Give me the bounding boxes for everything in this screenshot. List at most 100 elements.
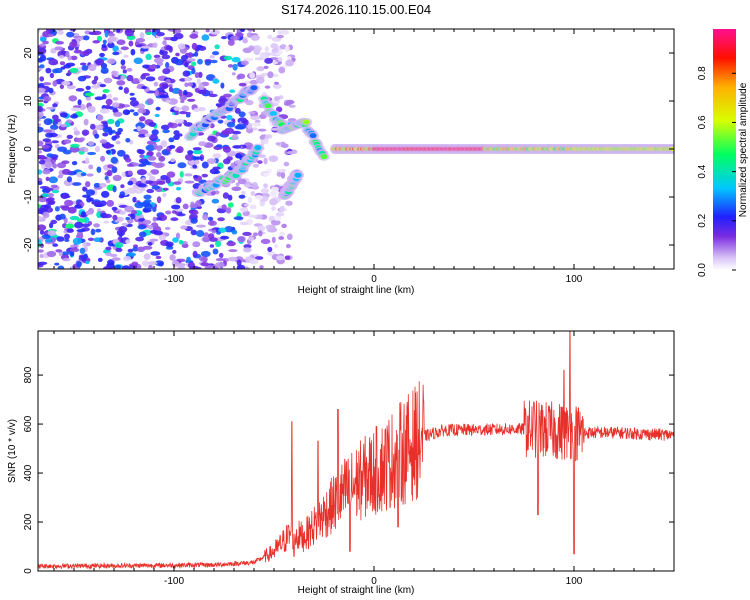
noise-blob xyxy=(200,262,209,267)
noise-blob xyxy=(153,143,158,151)
noise-blob xyxy=(170,36,178,42)
noise-blob xyxy=(125,157,132,163)
noise-blob xyxy=(219,95,227,103)
noise-blob xyxy=(260,139,265,146)
noise-blob xyxy=(100,67,109,74)
noise-blob xyxy=(187,150,194,155)
noise-blob xyxy=(155,31,165,37)
noise-blob xyxy=(62,168,71,175)
noise-blob xyxy=(249,258,259,265)
noise-blob xyxy=(146,98,154,105)
noise-blob xyxy=(204,60,212,66)
noise-blob xyxy=(257,160,263,164)
noise-blob xyxy=(270,219,281,226)
noise-blob xyxy=(99,108,110,114)
noise-blob xyxy=(187,98,196,102)
noise-blob xyxy=(124,29,134,37)
noise-blob xyxy=(38,123,42,127)
noise-blob xyxy=(125,138,131,143)
noise-blob xyxy=(220,235,230,240)
noise-blob xyxy=(243,247,252,253)
noise-blob xyxy=(136,125,142,132)
noise-blob xyxy=(93,124,103,131)
x-tick-label: -100 xyxy=(164,576,184,587)
noise-blob xyxy=(230,162,236,168)
noise-blob xyxy=(228,249,238,253)
noise-blob xyxy=(247,122,253,129)
y-tick-label: 0 xyxy=(23,146,34,152)
noise-blob xyxy=(280,141,286,146)
noise-blob xyxy=(38,169,43,175)
noise-blob xyxy=(170,158,176,163)
noise-blob xyxy=(77,75,87,82)
noise-blob xyxy=(177,162,187,169)
noise-blob xyxy=(206,158,217,165)
noise-blob xyxy=(121,222,128,226)
noise-blob xyxy=(187,82,193,87)
noise-blob xyxy=(201,34,210,41)
noise-blob xyxy=(271,236,276,244)
noise-blob xyxy=(132,196,137,203)
noise-blob xyxy=(149,134,158,141)
noise-blob xyxy=(196,78,201,85)
colorbar-tick-label: 0.0 xyxy=(697,263,708,277)
noise-blob xyxy=(121,171,126,178)
noise-blob xyxy=(99,83,107,88)
noise-blob xyxy=(42,40,49,45)
noise-blob xyxy=(38,239,41,244)
noise-blob xyxy=(115,247,123,253)
noise-blob xyxy=(209,244,215,248)
noise-blob xyxy=(88,64,97,72)
noise-blob xyxy=(120,46,129,51)
noise-blob xyxy=(93,237,102,242)
noise-blob xyxy=(61,80,71,86)
noise-blob xyxy=(259,265,264,269)
noise-blob xyxy=(227,64,234,68)
noise-blob xyxy=(43,118,53,126)
noise-blob xyxy=(42,169,51,175)
noise-blob xyxy=(82,186,87,191)
noise-blob xyxy=(66,176,72,183)
noise-blob xyxy=(131,261,139,266)
noise-blob xyxy=(39,253,44,259)
noise-blob xyxy=(248,236,255,241)
noise-blob xyxy=(141,160,150,165)
noise-blob xyxy=(285,59,294,67)
noise-blob xyxy=(137,103,145,110)
noise-blob xyxy=(184,62,189,68)
noise-blob xyxy=(42,211,50,219)
noise-blob xyxy=(73,130,80,136)
noise-blob xyxy=(247,214,258,218)
noise-blob xyxy=(212,248,219,255)
noise-blob xyxy=(105,149,111,155)
snr-xlabel: Height of straight line (km) xyxy=(298,585,415,596)
noise-blob xyxy=(195,200,202,207)
noise-blob xyxy=(77,99,82,106)
noise-blob xyxy=(168,137,175,143)
y-tick-label: -20 xyxy=(23,237,34,252)
noise-blob xyxy=(50,219,58,225)
noise-blob xyxy=(227,194,233,201)
noise-blob xyxy=(238,111,246,118)
noise-blob xyxy=(139,32,145,39)
noise-blob xyxy=(241,179,247,183)
noise-blob xyxy=(171,204,181,210)
noise-blob xyxy=(269,198,278,206)
noise-blob xyxy=(231,72,236,76)
noise-blob xyxy=(90,123,96,130)
y-tick-label: 200 xyxy=(23,513,34,530)
noise-blob xyxy=(106,199,114,207)
noise-blob xyxy=(194,72,200,79)
noise-blob xyxy=(288,104,296,108)
noise-blob xyxy=(116,80,126,86)
noise-blob xyxy=(235,153,242,159)
noise-blob xyxy=(152,216,157,222)
noise-blob xyxy=(284,102,291,106)
noise-blob xyxy=(107,93,113,99)
noise-blob xyxy=(59,213,66,220)
noise-blob xyxy=(104,30,109,38)
noise-blob xyxy=(193,156,203,160)
noise-blob xyxy=(87,105,96,113)
noise-blob xyxy=(147,242,153,246)
noise-blob xyxy=(38,140,44,147)
